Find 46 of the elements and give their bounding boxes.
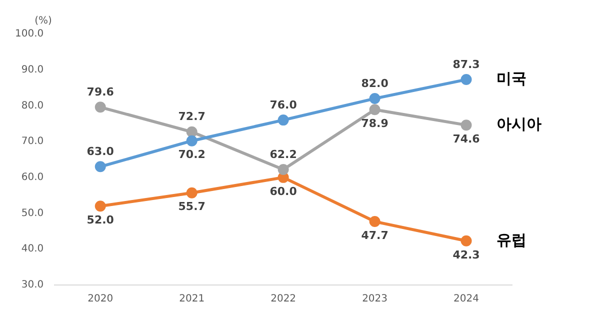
data-label: 42.3 <box>452 248 480 262</box>
point <box>369 216 380 228</box>
data-label: 79.6 <box>86 86 114 99</box>
point <box>369 104 380 116</box>
data-label: 52.0 <box>86 213 114 226</box>
x-tick-label: 2024 <box>454 294 479 305</box>
point <box>278 114 289 126</box>
series-label: 유럽 <box>496 230 526 249</box>
x-tick-label: 2020 <box>88 294 114 305</box>
point <box>369 93 380 104</box>
data-label: 60.0 <box>270 184 298 198</box>
data-label: 47.7 <box>361 228 388 242</box>
point <box>94 102 106 113</box>
data-label: 55.7 <box>178 200 206 214</box>
point <box>460 74 472 86</box>
data-label: 76.0 <box>270 98 298 112</box>
data-label: 74.6 <box>452 132 480 146</box>
data-label: 62.2 <box>270 148 297 161</box>
point <box>186 135 198 146</box>
point <box>460 120 472 131</box>
y-tick-label: 100.0 <box>14 28 44 40</box>
y-tick-label: 60.0 <box>21 172 44 184</box>
data-label: 63.0 <box>86 145 114 158</box>
x-tick-label: 2021 <box>179 294 205 305</box>
point <box>94 200 106 212</box>
data-label: 70.2 <box>178 148 206 162</box>
x-tick-label: 2023 <box>362 294 388 305</box>
point <box>186 126 198 138</box>
y-tick-label: 30.0 <box>21 280 44 291</box>
y-tick-label: 80.0 <box>21 100 44 112</box>
x-tick-label: 2022 <box>270 294 296 305</box>
point <box>94 161 106 172</box>
y-tick-label: 90.0 <box>21 64 44 76</box>
series-label: 아시아 <box>496 114 542 133</box>
point <box>460 235 472 246</box>
data-label: 87.3 <box>452 58 480 71</box>
y-axis-title: (%) <box>34 16 52 27</box>
data-label: 82.0 <box>361 76 389 90</box>
y-tick-label: 40.0 <box>21 244 44 255</box>
data-label: 78.9 <box>361 117 388 130</box>
data-label: 72.7 <box>178 110 206 124</box>
y-tick-label: 50.0 <box>21 208 44 219</box>
point <box>278 164 289 176</box>
series-label: 미국 <box>496 69 526 88</box>
y-tick-label: 70.0 <box>21 136 44 148</box>
point <box>186 187 198 198</box>
